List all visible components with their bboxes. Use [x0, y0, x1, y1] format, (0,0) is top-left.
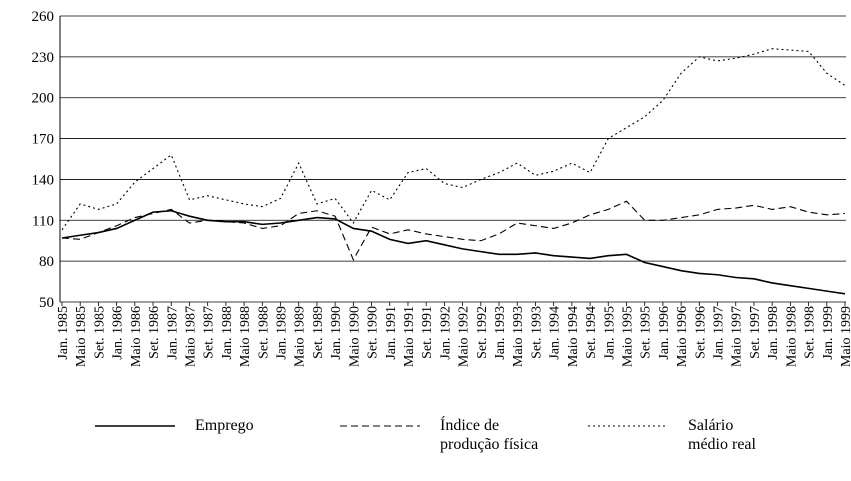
- x-tick-label: Jan. 1998: [766, 306, 781, 360]
- y-tick-label: 110: [32, 213, 54, 229]
- x-tick-label: Jan. 1987: [165, 306, 180, 360]
- x-tick-label: Jan. 1991: [384, 306, 399, 360]
- x-tick-label: Jan. 1994: [548, 306, 563, 360]
- x-tick-label: Jan. 1995: [602, 306, 617, 360]
- y-tick-label: 140: [32, 172, 55, 188]
- x-tick-label: Jan. 1997: [712, 306, 727, 360]
- y-tick-label: 80: [39, 254, 54, 270]
- legend-label: Emprego: [195, 417, 254, 434]
- x-tick-label: Set. 1994: [584, 306, 599, 359]
- x-tick-label: Jan. 1986: [111, 306, 126, 360]
- x-tick-label: Set. 1992: [475, 306, 490, 359]
- x-tick-label: Maio 1986: [129, 306, 144, 367]
- x-tick-label: Set. 1997: [748, 306, 763, 359]
- x-tick-label: Maio 1992: [457, 306, 472, 367]
- y-tick-label: 200: [32, 91, 55, 107]
- x-tick-label: Set. 1988: [256, 306, 271, 359]
- x-tick-label: Maio 1997: [730, 306, 745, 367]
- x-tick-label: Jan. 1990: [329, 306, 344, 360]
- x-tick-label: Set. 1987: [202, 306, 217, 359]
- x-tick-label: Set. 1996: [693, 306, 708, 359]
- x-tick-label: Set. 1989: [311, 306, 326, 359]
- x-tick-label: Set. 1991: [420, 306, 435, 359]
- x-tick-label: Set. 1995: [639, 306, 654, 359]
- x-tick-label: Set. 1990: [366, 306, 381, 359]
- y-tick-label: 260: [32, 9, 55, 25]
- x-tick-label: Set. 1986: [147, 306, 162, 359]
- x-tick-label: Maio 1994: [566, 306, 581, 367]
- x-tick-label: Jan. 1999: [821, 306, 836, 360]
- x-tick-label: Maio 1987: [183, 306, 198, 367]
- y-tick-label: 170: [32, 132, 55, 148]
- x-tick-label: Maio 1988: [238, 306, 253, 367]
- x-tick-label: Maio 1996: [675, 306, 690, 367]
- legend-label: Índice de produção física: [440, 417, 539, 453]
- x-tick-label: Jan. 1988: [220, 306, 235, 360]
- y-tick-label: 230: [32, 50, 55, 66]
- x-tick-label: Maio 1995: [620, 306, 635, 367]
- x-tick-label: Maio 1989: [293, 306, 308, 367]
- x-tick-label: Maio 1990: [347, 306, 362, 367]
- x-tick-label: Jan. 1985: [56, 306, 71, 360]
- x-tick-label: Maio 1999: [839, 306, 851, 367]
- legend-label: Salário médio real: [688, 417, 756, 453]
- x-tick-label: Maio 1985: [74, 306, 89, 367]
- series-line: [61, 48, 846, 231]
- series-line: [61, 200, 846, 262]
- x-tick-label: Jan. 1993: [493, 306, 508, 360]
- x-tick-label: Jan. 1996: [657, 306, 672, 360]
- x-tick-label: Set. 1993: [529, 306, 544, 359]
- x-tick-label: Maio 1998: [784, 306, 799, 367]
- series-line: [61, 209, 846, 295]
- y-tick-label: 50: [39, 295, 54, 311]
- x-tick-label: Set. 1998: [803, 306, 818, 359]
- x-tick-label: Jan. 1989: [275, 306, 290, 360]
- x-tick-label: Maio 1991: [402, 306, 417, 367]
- x-tick-label: Jan. 1992: [438, 306, 453, 360]
- x-tick-label: Set. 1985: [92, 306, 107, 359]
- x-tick-label: Maio 1993: [511, 306, 526, 367]
